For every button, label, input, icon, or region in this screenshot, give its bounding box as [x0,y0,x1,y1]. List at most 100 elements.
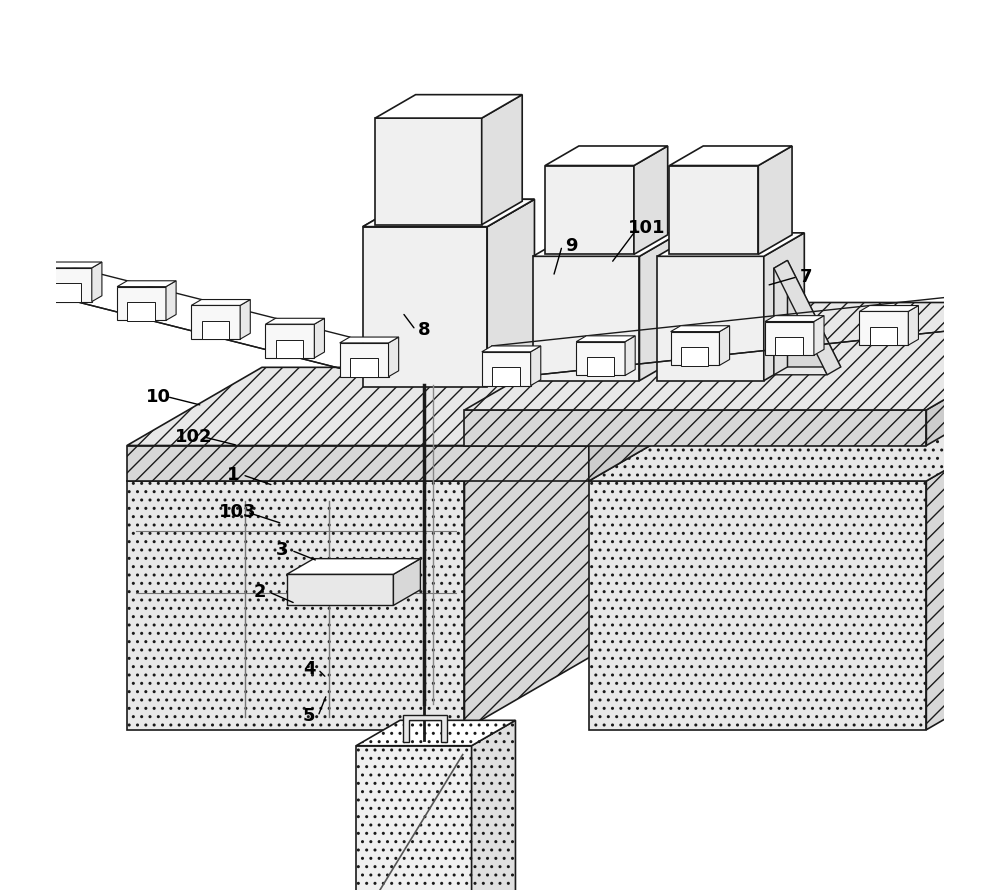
Polygon shape [0,265,7,283]
Polygon shape [464,410,926,446]
Polygon shape [0,249,18,282]
Polygon shape [859,312,908,345]
Polygon shape [393,559,420,605]
Polygon shape [657,233,804,257]
Polygon shape [492,367,520,386]
Polygon shape [43,268,92,302]
Polygon shape [191,306,240,339]
Polygon shape [870,327,897,346]
Polygon shape [375,94,522,119]
Polygon shape [472,720,515,891]
Text: 9: 9 [565,237,577,255]
Polygon shape [954,301,1000,335]
Polygon shape [576,336,635,341]
Polygon shape [669,166,758,254]
Polygon shape [545,166,634,254]
Text: 8: 8 [418,321,431,339]
Polygon shape [53,283,81,302]
Polygon shape [576,341,625,375]
Polygon shape [276,339,303,358]
Text: 103: 103 [219,503,257,521]
Polygon shape [287,575,393,605]
Polygon shape [356,720,515,746]
Polygon shape [403,715,447,742]
Polygon shape [127,302,155,321]
Polygon shape [487,200,534,387]
Polygon shape [814,315,824,356]
Polygon shape [639,233,680,380]
Polygon shape [127,367,724,446]
Polygon shape [657,257,764,380]
Polygon shape [954,296,1000,301]
Text: 3: 3 [276,542,289,560]
Polygon shape [117,281,176,287]
Polygon shape [363,200,534,226]
Polygon shape [202,321,229,339]
Polygon shape [764,233,804,380]
Polygon shape [719,326,730,365]
Polygon shape [166,281,176,321]
Polygon shape [464,403,599,730]
Polygon shape [340,343,389,377]
Text: 101: 101 [628,219,665,237]
Polygon shape [191,299,250,306]
Polygon shape [356,746,472,891]
Polygon shape [765,322,814,356]
Polygon shape [287,559,420,575]
Polygon shape [127,481,464,730]
Polygon shape [340,337,399,343]
Polygon shape [859,306,918,312]
Text: 102: 102 [175,428,212,446]
Polygon shape [117,287,166,321]
Polygon shape [533,233,680,257]
Polygon shape [265,324,314,358]
Polygon shape [908,306,918,345]
Polygon shape [363,226,487,387]
Polygon shape [314,318,324,358]
Polygon shape [43,262,102,268]
Polygon shape [533,257,639,380]
Polygon shape [634,146,668,254]
Polygon shape [531,346,541,386]
Polygon shape [775,337,803,356]
Polygon shape [482,346,541,352]
Polygon shape [589,403,1000,481]
Polygon shape [375,119,482,225]
Polygon shape [350,358,378,377]
Text: 5: 5 [303,707,315,725]
Polygon shape [589,367,724,481]
Polygon shape [265,318,324,324]
Polygon shape [671,331,719,365]
Polygon shape [587,357,614,376]
Polygon shape [389,337,399,377]
Polygon shape [0,243,28,249]
Polygon shape [669,146,792,166]
Polygon shape [964,316,992,335]
Polygon shape [545,146,668,166]
Polygon shape [774,260,787,375]
Text: 1: 1 [227,466,240,484]
Polygon shape [482,94,522,225]
Polygon shape [774,268,827,375]
Polygon shape [681,347,708,365]
Polygon shape [127,446,589,481]
Polygon shape [774,260,841,375]
Polygon shape [464,303,1000,410]
Polygon shape [127,403,599,481]
Polygon shape [240,299,250,339]
Polygon shape [92,262,102,302]
Text: 4: 4 [303,660,315,678]
Polygon shape [926,403,1000,730]
Polygon shape [482,352,531,386]
Polygon shape [926,303,1000,446]
Polygon shape [625,336,635,375]
Polygon shape [18,243,28,282]
Text: 2: 2 [254,583,266,601]
Polygon shape [787,260,841,367]
Polygon shape [765,315,824,322]
Polygon shape [589,481,926,730]
Polygon shape [671,326,730,331]
Text: 7: 7 [800,267,813,286]
Text: 10: 10 [146,388,171,405]
Polygon shape [363,200,534,226]
